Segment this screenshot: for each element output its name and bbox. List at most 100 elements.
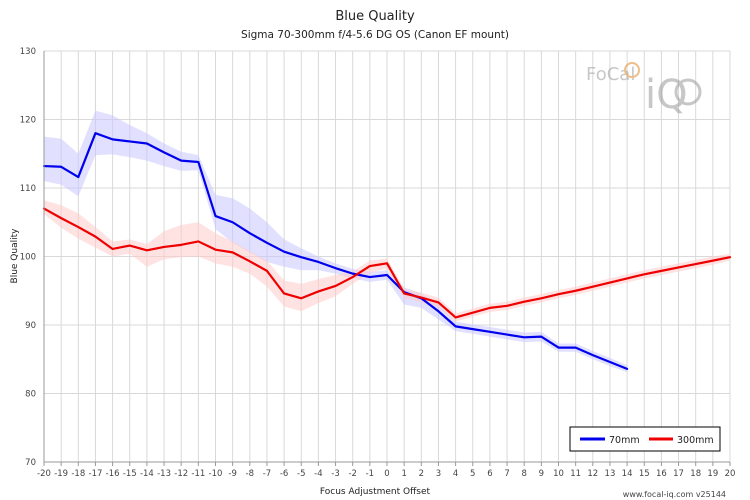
logo-word-focal: FoCal	[586, 64, 635, 85]
y-axis-label: Blue Quality	[10, 228, 20, 284]
x-tick-label: 4	[453, 469, 458, 479]
x-tick-label: -1	[366, 469, 374, 479]
data-point-70mm	[437, 310, 440, 313]
x-axis-label: Focus Adjustment Offset	[320, 487, 431, 497]
data-point-70mm	[334, 267, 337, 269]
data-point-70mm	[557, 346, 560, 349]
data-point-300mm	[729, 256, 731, 258]
data-point-300mm	[386, 262, 388, 265]
x-tick-label: 19	[707, 469, 718, 479]
x-tick-label: -8	[246, 469, 254, 479]
data-point-300mm	[266, 270, 268, 272]
data-point-70mm	[266, 242, 268, 244]
x-tick-label: 16	[656, 469, 667, 479]
data-point-70mm	[111, 138, 114, 141]
data-point-300mm	[197, 240, 200, 243]
x-tick-label: -9	[228, 469, 236, 479]
data-point-300mm	[506, 305, 508, 307]
x-tick-label: -13	[157, 469, 171, 479]
data-point-300mm	[523, 300, 525, 303]
legend-label-300mm: 300mm	[677, 435, 714, 446]
data-point-300mm	[111, 248, 114, 250]
x-tick-label: 0	[384, 469, 389, 479]
x-tick-label: -20	[37, 469, 51, 479]
data-point-300mm	[677, 266, 680, 269]
data-point-70mm	[523, 336, 525, 339]
x-tick-label: -15	[123, 469, 137, 479]
data-point-70mm	[77, 176, 80, 178]
data-point-300mm	[128, 244, 131, 247]
data-point-300mm	[489, 307, 491, 309]
data-point-300mm	[77, 226, 80, 228]
data-point-70mm	[317, 261, 320, 263]
x-tick-label: 6	[487, 469, 492, 479]
data-point-70mm	[146, 142, 148, 145]
data-point-70mm	[163, 151, 165, 154]
data-point-300mm	[557, 293, 560, 295]
data-point-300mm	[94, 235, 97, 238]
data-point-300mm	[609, 281, 611, 284]
data-point-70mm	[626, 368, 628, 370]
x-tick-label: -6	[280, 469, 288, 479]
y-tick-label: 70	[25, 458, 36, 468]
data-point-300mm	[351, 276, 354, 278]
x-tick-label: 20	[725, 469, 736, 479]
data-point-300mm	[60, 217, 62, 219]
data-point-70mm	[386, 274, 388, 276]
x-tick-label: 7	[504, 469, 509, 479]
data-point-300mm	[626, 277, 628, 280]
y-tick-label: 90	[25, 321, 36, 331]
x-tick-label: -17	[89, 469, 103, 479]
x-tick-label: 14	[622, 469, 633, 479]
data-point-70mm	[94, 132, 97, 134]
data-point-300mm	[694, 263, 697, 265]
x-tick-label: 5	[470, 469, 475, 479]
data-point-300mm	[643, 273, 646, 276]
credit-text: www.focal-iq.com v25144	[623, 490, 726, 499]
data-point-300mm	[540, 297, 543, 300]
data-point-70mm	[592, 354, 594, 356]
data-point-70mm	[249, 232, 251, 235]
data-point-300mm	[334, 285, 337, 287]
x-tick-label: -11	[191, 469, 205, 479]
data-point-70mm	[609, 361, 611, 363]
data-point-70mm	[540, 335, 543, 338]
data-point-300mm	[214, 248, 217, 251]
x-tick-label: -7	[263, 469, 271, 479]
x-tick-label: 11	[570, 469, 581, 479]
data-point-300mm	[712, 259, 714, 262]
data-point-300mm	[300, 297, 303, 300]
x-tick-label: -10	[209, 469, 223, 479]
data-point-300mm	[574, 289, 577, 292]
data-point-300mm	[283, 292, 285, 295]
magnifier-icon	[674, 78, 702, 106]
x-tick-label: -5	[297, 469, 305, 479]
data-point-300mm	[249, 260, 251, 263]
x-tick-label: -12	[174, 469, 188, 479]
x-tick-label: 18	[690, 469, 701, 479]
focal-iq-logo: FoCal iQ	[586, 62, 702, 118]
x-tick-label: 13	[605, 469, 616, 479]
x-tick-label: -2	[348, 469, 356, 479]
data-point-70mm	[454, 325, 457, 328]
x-tick-label: 8	[521, 469, 526, 479]
data-point-70mm	[128, 140, 131, 143]
y-tick-label: 130	[20, 47, 36, 57]
data-point-70mm	[369, 276, 371, 278]
data-point-70mm	[283, 250, 285, 253]
data-point-70mm	[231, 221, 234, 224]
data-point-300mm	[660, 270, 663, 272]
x-tick-label: 9	[539, 469, 544, 479]
data-point-300mm	[317, 290, 320, 293]
axes: -20 -19 -18 -17 -16 -15 -14 -13 -12 -11 -10 -9 -8 -7-…	[20, 47, 736, 479]
logo-word-iq: iQ	[645, 72, 688, 118]
legend-label-70mm: 70mm	[609, 435, 640, 446]
data-point-300mm	[180, 244, 182, 246]
data-point-300mm	[454, 316, 457, 319]
data-point-300mm	[471, 311, 474, 314]
data-point-70mm	[300, 256, 303, 258]
series-lines	[42, 132, 732, 370]
data-point-300mm	[420, 296, 423, 299]
